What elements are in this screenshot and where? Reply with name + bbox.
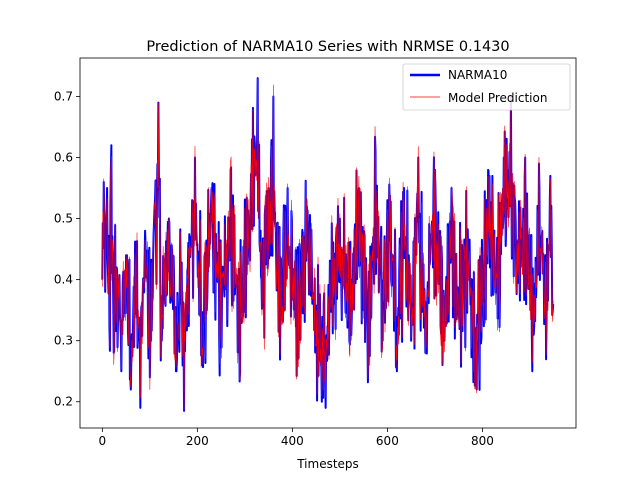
x-tick-label: 800 <box>471 434 494 448</box>
x-axis-label: Timesteps <box>296 457 359 471</box>
series-layer <box>101 77 555 412</box>
y-tick-label: 0.6 <box>54 151 73 165</box>
x-tick-label: 200 <box>186 434 209 448</box>
y-tick-label: 0.4 <box>54 273 73 287</box>
chart-title: Prediction of NARMA10 Series with NRMSE … <box>146 39 509 55</box>
y-tick-label: 0.2 <box>54 395 73 409</box>
series-line-model-prediction <box>102 78 554 410</box>
x-tick-label: 400 <box>281 434 304 448</box>
y-axis: 0.2 0.3 0.4 0.5 0.6 0.7 <box>54 89 80 409</box>
x-tick-label: 600 <box>376 434 399 448</box>
legend-label-model-prediction: Model Prediction <box>448 91 547 105</box>
axes-frame <box>79 57 577 429</box>
legend-label-narma10: NARMA10 <box>448 68 507 82</box>
plot-area <box>101 77 555 412</box>
x-axis: 0 200 400 600 800 <box>99 428 494 448</box>
legend-box <box>402 63 571 111</box>
legend: NARMA10 Model Prediction <box>402 63 571 111</box>
x-tick-label: 0 <box>99 434 107 448</box>
y-tick-label: 0.7 <box>54 89 73 103</box>
y-tick-label: 0.5 <box>54 212 73 226</box>
y-tick-label: 0.3 <box>54 334 73 348</box>
